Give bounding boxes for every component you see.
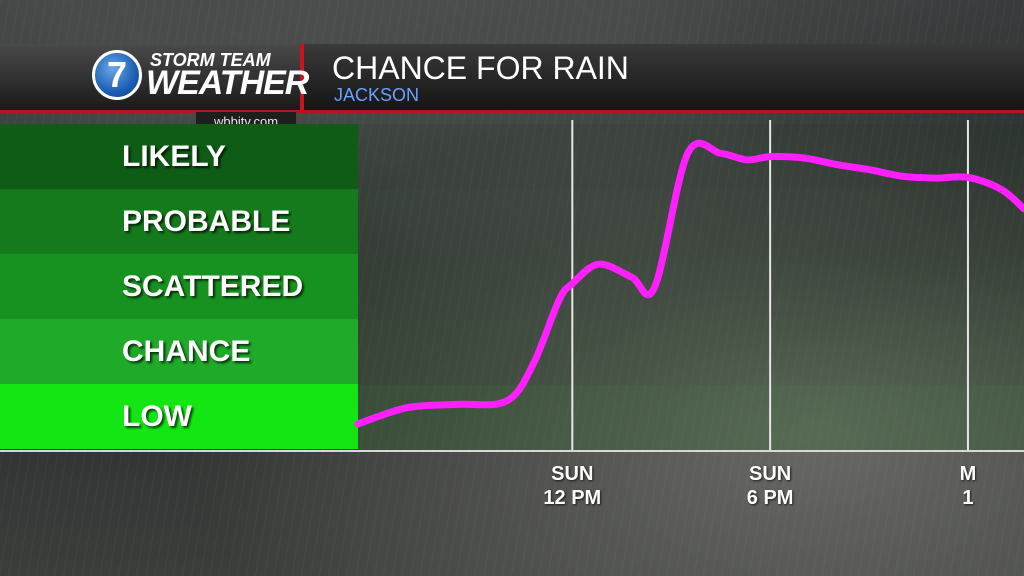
category-label: LOW: [122, 400, 192, 433]
category-band-chance: CHANCE: [0, 319, 358, 384]
station-logo-box: [0, 44, 304, 110]
x-tick-time: 6 PM: [746, 487, 794, 509]
rain-chance-line: [354, 139, 1024, 428]
category-band-probable: PROBABLE: [0, 189, 358, 254]
x-tick-label: SUN 6 PM: [720, 462, 820, 510]
chart-subtitle: JACKSON: [334, 85, 420, 105]
category-label: LIKELY: [122, 140, 226, 173]
category-panel: LIKELY PROBABLE SCATTERED CHANCE LOW: [0, 124, 358, 452]
category-label: PROBABLE: [122, 205, 291, 238]
logo-weather-text: WEATHER: [146, 64, 309, 102]
x-tick-label: SUN 12 PM: [522, 462, 622, 510]
x-tick-day: SUN: [749, 463, 792, 485]
category-band-scattered: SCATTERED: [0, 254, 358, 319]
plot-band: [358, 254, 1024, 320]
plot-band: [358, 189, 1024, 255]
category-label: SCATTERED: [122, 270, 304, 303]
x-tick-day: SUN: [551, 463, 594, 485]
logo-storm-team-text: STORM TEAM: [150, 50, 271, 70]
channel-7-logo: 7: [92, 50, 142, 100]
plot-band: [358, 384, 1024, 450]
x-tick-time: 1: [962, 487, 974, 509]
chart-title: CHANCE FOR RAIN: [332, 50, 629, 86]
category-label: CHANCE: [122, 335, 251, 368]
category-band-likely: LIKELY: [0, 124, 358, 189]
plot-band: [358, 319, 1024, 385]
x-tick-time: 12 PM: [543, 487, 602, 509]
category-band-low: LOW: [0, 384, 358, 449]
x-tick-day: M: [959, 463, 977, 485]
logo-number: 7: [106, 54, 128, 95]
